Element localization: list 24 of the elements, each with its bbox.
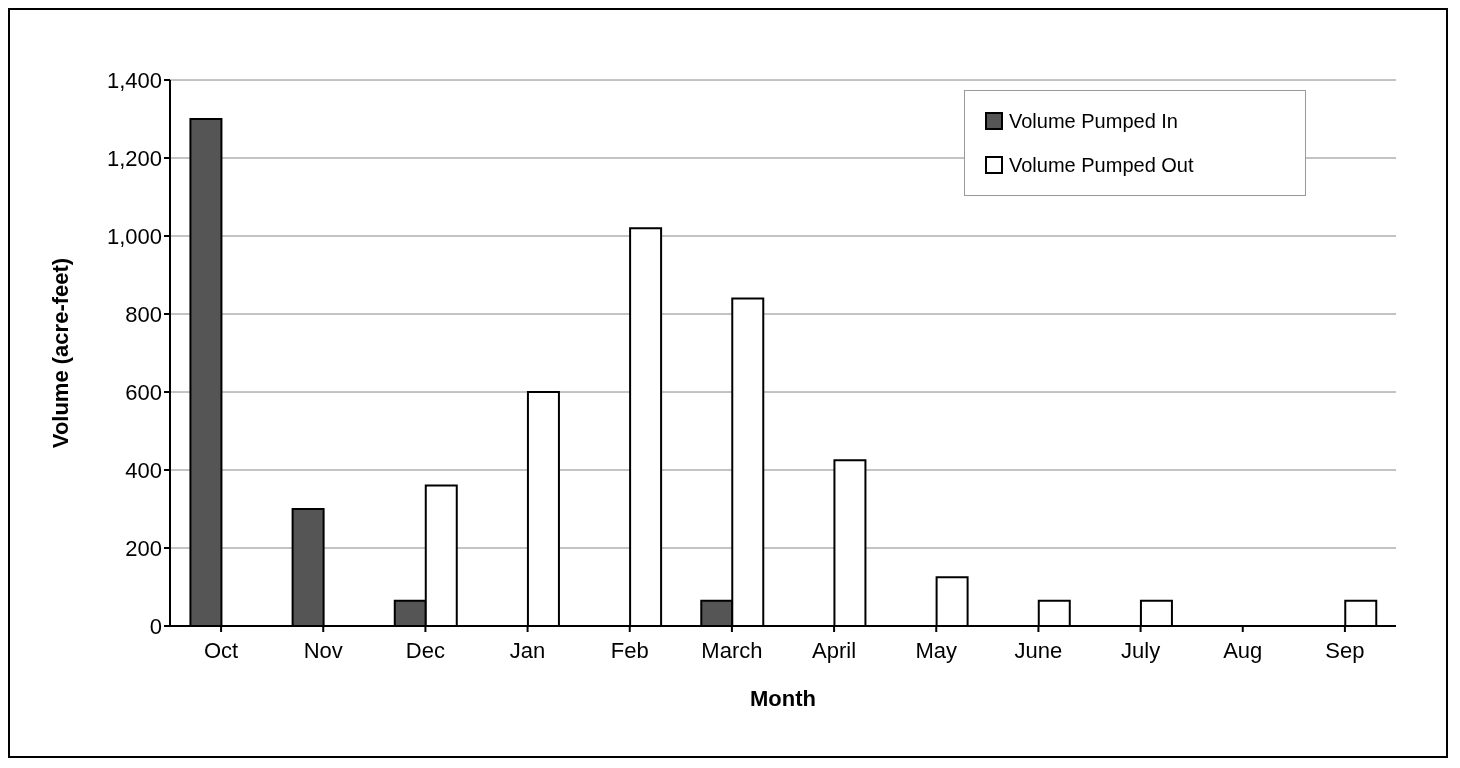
x-tick-label: Feb bbox=[610, 637, 649, 663]
x-tick-label: March bbox=[701, 637, 763, 663]
x-tick-label: April bbox=[812, 637, 857, 663]
legend-label: Volume Pumped In bbox=[1009, 109, 1178, 133]
y-tick-label: 600 bbox=[125, 379, 162, 405]
y-tick-label: 0 bbox=[149, 613, 162, 639]
x-tick-label: Jan bbox=[509, 637, 546, 663]
x-tick-label: Oct bbox=[203, 637, 239, 663]
x-axis-title: Month bbox=[750, 686, 816, 711]
x-tick-label: July bbox=[1121, 637, 1161, 663]
x-tick-label: Sep bbox=[1325, 637, 1365, 663]
y-tick-label: 1,000 bbox=[106, 223, 162, 249]
x-tick-label: Dec bbox=[405, 637, 445, 663]
x-tick-label: Nov bbox=[303, 637, 343, 663]
x-tick-label: June bbox=[1014, 637, 1063, 663]
y-tick-label: 800 bbox=[125, 301, 162, 327]
legend-label: Volume Pumped Out bbox=[1009, 153, 1194, 177]
y-tick-label: 1,200 bbox=[106, 145, 162, 171]
y-tick-label: 400 bbox=[125, 457, 162, 483]
x-tick-label: May bbox=[915, 637, 958, 663]
x-tick-label: Aug bbox=[1223, 637, 1263, 663]
y-axis-title: Volume (acre-feet) bbox=[47, 257, 73, 449]
y-tick-label: 200 bbox=[125, 535, 162, 561]
y-tick-label: 1,400 bbox=[106, 67, 162, 93]
